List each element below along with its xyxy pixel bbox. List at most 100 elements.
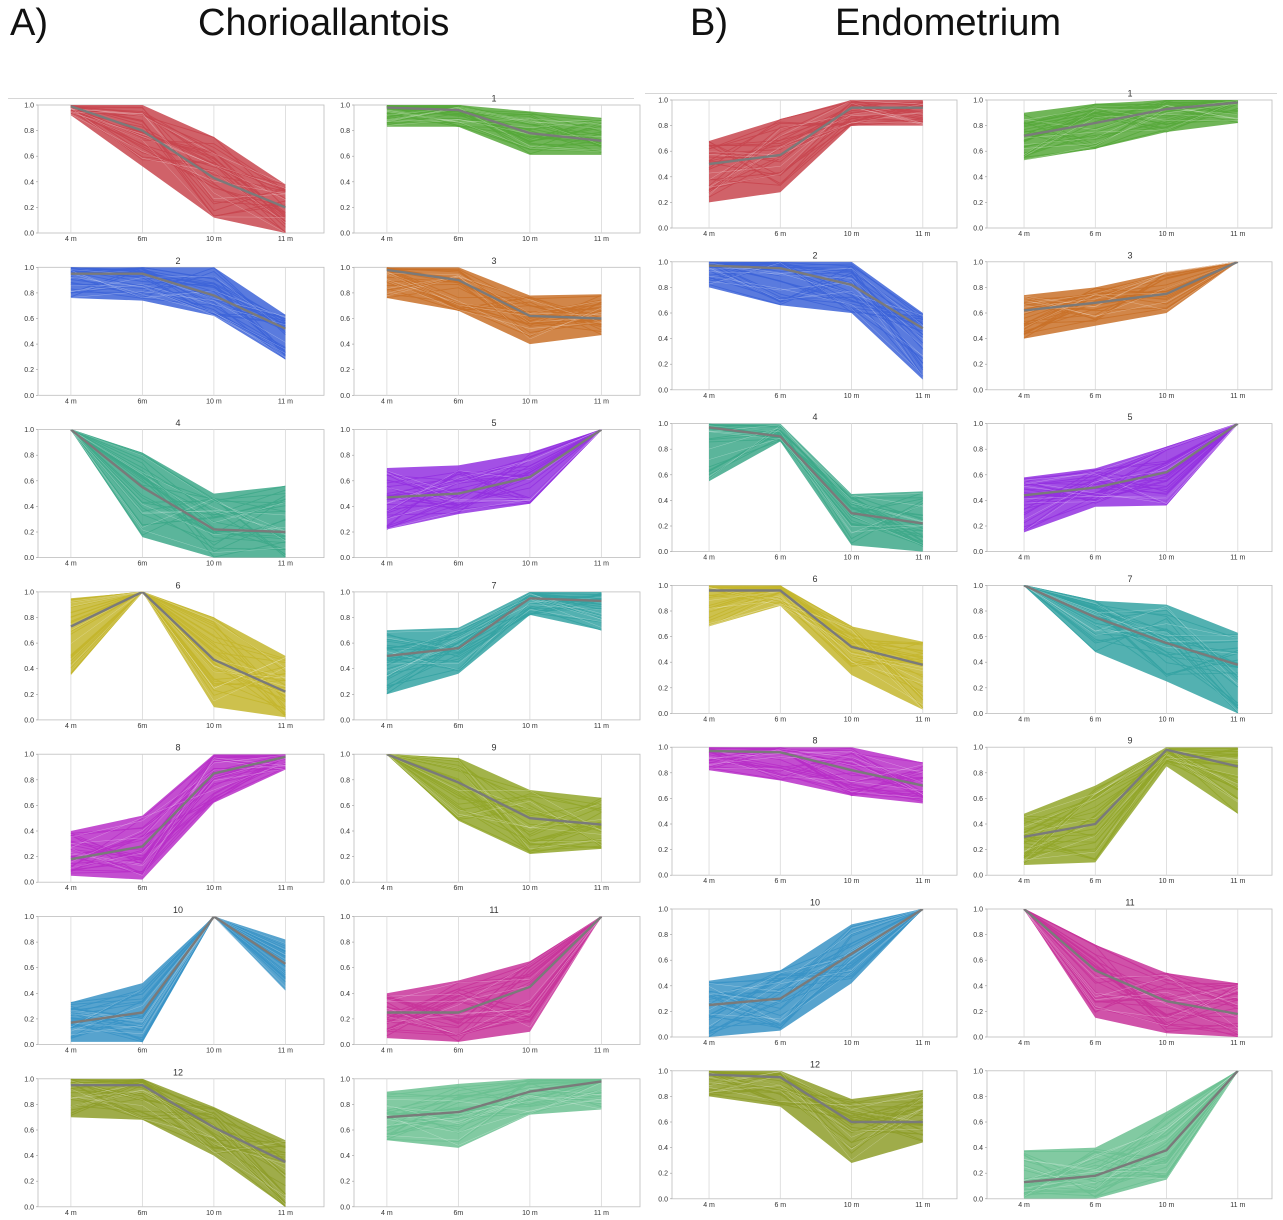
profile-line (70, 108, 286, 223)
x-tick-label: 4 m (65, 723, 77, 730)
x-tick-label: 6m (138, 723, 148, 730)
profile-line (70, 429, 286, 526)
profile-line (70, 916, 286, 1003)
profile-line (1023, 585, 1239, 688)
profile-line (1023, 261, 1238, 335)
profile-line (708, 1071, 923, 1161)
profile-line (1023, 1070, 1239, 1194)
profile-line (386, 429, 602, 516)
x-tick-label: 4 m (381, 723, 393, 730)
y-tick-label: 0.6 (340, 641, 350, 648)
profile-line (70, 1081, 286, 1195)
y-tick-label: 1.0 (340, 427, 350, 434)
profile-line (708, 427, 923, 507)
profile-line (708, 750, 923, 774)
y-tick-label: 0.6 (340, 154, 350, 161)
profile-line (1023, 909, 1238, 1018)
profile-line (708, 909, 924, 1019)
mean-line (70, 272, 286, 330)
y-tick-label: 1.0 (973, 745, 983, 752)
y-tick-label: 1.0 (24, 752, 34, 759)
x-tick-label: 6m (454, 1048, 464, 1055)
cluster-number: 3 (1127, 250, 1132, 260)
x-tick-label: 4 m (65, 561, 77, 568)
mean-line (708, 426, 923, 525)
y-tick-label: 0.4 (24, 666, 34, 673)
y-tick-label: 0.0 (658, 711, 668, 718)
profile-line (70, 916, 286, 1035)
y-tick-label: 0.4 (973, 983, 983, 990)
profile-line (70, 110, 286, 218)
profile-bundle (708, 423, 924, 552)
profile-line (1023, 909, 1238, 1003)
x-tick-label: 11 m (594, 561, 609, 568)
profile-line (386, 105, 602, 150)
profile-line (708, 426, 923, 529)
y-tick-label: 1.0 (973, 421, 983, 428)
profile-line (70, 916, 286, 1021)
x-tick-label: 6 m (774, 878, 786, 885)
profile-line (708, 747, 923, 787)
y-tick-label: 0.2 (973, 200, 983, 207)
profile-line (386, 105, 602, 145)
y-tick-label: 0.4 (973, 336, 983, 343)
panel-a-rule (8, 98, 634, 99)
profile-line (708, 111, 923, 188)
profile-line (1023, 423, 1238, 500)
profile-line (70, 916, 286, 1028)
profile-line (386, 106, 602, 146)
profile-line (386, 268, 602, 326)
profile-bundle (70, 1078, 286, 1207)
profile-line (386, 429, 602, 513)
y-tick-label: 0.8 (340, 1102, 350, 1109)
profile-bundle (1023, 1070, 1239, 1199)
y-tick-label: 0.2 (340, 692, 350, 699)
profile-line (70, 105, 286, 222)
x-tick-label: 11 m (278, 236, 293, 243)
profile-line (1023, 1070, 1239, 1183)
y-tick-label: 0.2 (24, 205, 34, 212)
x-tick-label: 6m (454, 561, 464, 568)
profile-line (386, 754, 602, 852)
profile-line (1023, 101, 1238, 136)
y-tick-label: 0.6 (658, 1120, 668, 1127)
x-tick-label: 4 m (381, 1210, 393, 1217)
panel-a-letter: A) (10, 2, 48, 44)
x-tick-label: 10 m (844, 393, 860, 400)
x-tick-label: 11 m (915, 231, 930, 238)
profile-line (1023, 585, 1238, 713)
profile-line (70, 1082, 286, 1161)
profile-line (1023, 1070, 1239, 1194)
cluster-chart: 0.0 0.2 0.4 0.6 0.8 1.0 4 m 6 m 10 m 11 m 7 (973, 574, 1273, 723)
cluster-chart: 0.0 0.2 0.4 0.6 0.8 1.0 4 m 6 m 10 m 11 m 6 (658, 574, 958, 723)
y-tick-label: 0.2 (24, 854, 34, 861)
x-tick-label: 6m (138, 398, 148, 405)
profile-line (708, 424, 923, 523)
profile-line (1023, 261, 1238, 328)
cluster-number: 10 (810, 898, 820, 908)
cluster-chart: 0.0 0.2 0.4 0.6 0.8 1.0 4 m 6 m 10 m 11 m 10 (658, 898, 958, 1047)
cluster-number: 11 (489, 905, 498, 915)
cluster-chart: 0.0 0.2 0.4 0.6 0.8 1.0 4 m 6m 10 m 11 m 7 (340, 580, 641, 730)
x-tick-label: 6m (138, 1048, 148, 1055)
y-tick-label: 0.0 (340, 1042, 350, 1049)
profile-line (386, 105, 602, 143)
x-tick-label: 11 m (278, 723, 293, 730)
x-tick-label: 11 m (1230, 1040, 1245, 1047)
y-tick-label: 0.4 (340, 829, 350, 836)
y-tick-label: 0.8 (24, 1102, 34, 1109)
y-tick-label: 0.2 (973, 524, 983, 531)
y-tick-label: 0.8 (658, 770, 668, 777)
profile-line (708, 105, 923, 193)
profile-line (708, 262, 923, 320)
profile-line (1023, 423, 1238, 504)
y-tick-label: 0.0 (973, 1196, 983, 1203)
profile-line (70, 114, 286, 195)
profile-line (1023, 748, 1238, 861)
profile-line (386, 594, 602, 658)
y-tick-label: 1.0 (340, 265, 350, 272)
profile-line (708, 909, 924, 985)
profile-line (386, 429, 602, 529)
profile-line (70, 429, 286, 532)
